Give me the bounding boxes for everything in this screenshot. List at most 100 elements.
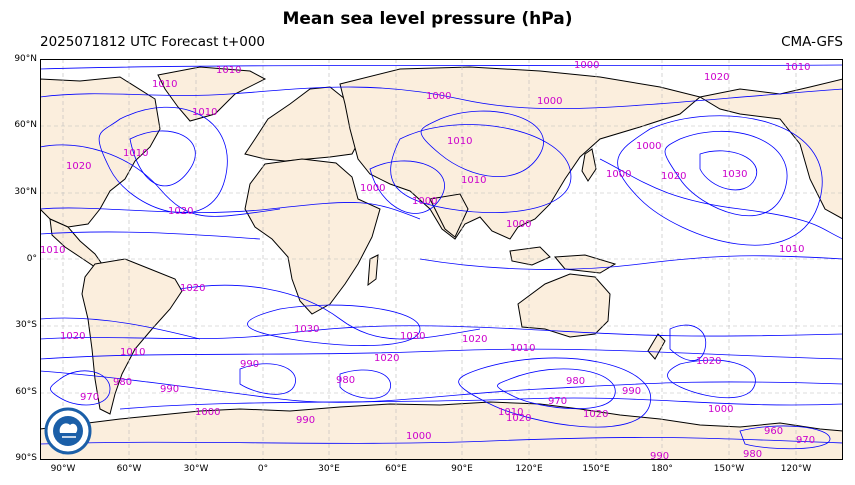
landmass [81, 258, 183, 415]
isobar-label: 1030 [294, 324, 319, 335]
isobar [739, 425, 831, 450]
lon-label: 120°E [515, 464, 543, 474]
isobar-label: 1020 [696, 356, 721, 367]
isobar-label: 1020 [66, 161, 91, 172]
lat-label: 30°S [15, 320, 37, 330]
isobar [129, 130, 196, 187]
land-layer [40, 66, 843, 460]
lon-label: 120°W [780, 464, 812, 474]
cma-logo-icon [44, 407, 92, 455]
lon-label: 30°W [183, 464, 209, 474]
isobar-label: 980 [566, 376, 585, 387]
landmass [157, 66, 267, 122]
isobar-label: 1020 [462, 334, 487, 345]
isobar [40, 436, 843, 445]
isobar [419, 255, 843, 270]
landmass [367, 254, 379, 287]
isobar-label: 1020 [583, 409, 608, 420]
isobar [50, 370, 111, 406]
lon-label: 60°W [116, 464, 142, 474]
isobar [40, 231, 261, 240]
lat-label: 60°N [14, 120, 37, 130]
isobar-label: 1020 [704, 72, 729, 83]
pressure-map: 1010 1010 1010 1020 1010 1020 1010 1000 … [40, 59, 843, 460]
isobar [40, 64, 843, 70]
isobar [40, 370, 843, 403]
isobar-label: 990 [240, 359, 259, 370]
lon-label: 30°E [318, 464, 340, 474]
isobar [369, 160, 445, 214]
lat-label: 60°S [15, 387, 37, 397]
isobar-label: 1000 [606, 169, 631, 180]
map-frame [40, 59, 843, 460]
isobar-label: 1010 [498, 407, 523, 418]
lon-label: 60°E [385, 464, 407, 474]
isobar-label: 1020 [60, 331, 85, 342]
isobar-label: 1020 [661, 171, 686, 182]
isobar [247, 304, 421, 346]
lat-label: 30°N [14, 187, 37, 197]
landmass [339, 66, 702, 240]
isobar-label: 1020 [506, 413, 531, 424]
isobar [667, 359, 756, 399]
landmass [517, 273, 611, 338]
isobar-label: 1000 [406, 431, 431, 442]
map-title: Mean sea level pressure (hPa) [282, 9, 573, 29]
isobar [497, 368, 616, 410]
isobar-label: 1020 [168, 206, 193, 217]
isobar-label: 990 [160, 384, 179, 395]
isobar-label: 1010 [40, 245, 65, 256]
model-name: CMA-GFS [781, 34, 843, 50]
landmass [581, 148, 597, 182]
isobar-label: 990 [650, 451, 669, 460]
isobar [119, 397, 843, 410]
landmass [647, 333, 666, 360]
isobar [40, 202, 421, 220]
isobar-label: 960 [764, 426, 783, 437]
lat-label: 0° [26, 254, 37, 264]
isobar-label: 1010 [779, 244, 804, 255]
isobar [420, 110, 544, 177]
landmass [244, 158, 381, 315]
lon-label: 0° [257, 464, 269, 474]
isobar-label: 1000 [426, 91, 451, 102]
landmass [553, 254, 617, 274]
isobar-label: 970 [796, 435, 815, 446]
isobar-label: 1000 [708, 404, 733, 415]
isobar-label: 1010 [120, 347, 145, 358]
isobar [179, 284, 481, 340]
isobar [390, 124, 572, 213]
isobar-label: 990 [622, 386, 641, 397]
isobar-label: 1000 [195, 407, 220, 418]
isobar [40, 348, 843, 360]
lon-label: 90°W [50, 464, 76, 474]
isobar [40, 317, 201, 340]
isobar [239, 363, 296, 395]
isobar [458, 357, 652, 428]
isobar-label: 1010 [216, 65, 241, 76]
isobar-label: 980 [336, 375, 355, 386]
lat-label: 90°S [15, 453, 37, 463]
isobar-label: 1000 [360, 183, 385, 194]
isobar-label: 1030 [400, 331, 425, 342]
isobar-label: 1030 [722, 169, 747, 180]
isobar-label: 1020 [374, 353, 399, 364]
isobar-label: 1010 [123, 148, 148, 159]
isobar-label: 970 [80, 392, 99, 403]
isobar-label: 1000 [574, 60, 599, 71]
isobar-label: 1000 [636, 141, 661, 152]
landmass [509, 246, 551, 266]
isobar-label-layer: 1010 1010 1010 1020 1010 1020 1010 1000 … [40, 60, 815, 460]
isobar [599, 158, 843, 240]
isobar-label: 1000 [537, 96, 562, 107]
isobar [339, 369, 391, 399]
isobar [40, 86, 843, 110]
isobar-label: 1010 [447, 136, 472, 147]
lon-label: 150°E [582, 464, 610, 474]
isobar-label: 1000 [506, 219, 531, 230]
isobar [699, 150, 758, 191]
landmass [429, 193, 469, 238]
forecast-subtitle: 2025071812 UTC Forecast t+000 [40, 34, 266, 50]
isobar-label: 1000 [412, 196, 437, 207]
isobar-label: 1010 [152, 79, 177, 90]
